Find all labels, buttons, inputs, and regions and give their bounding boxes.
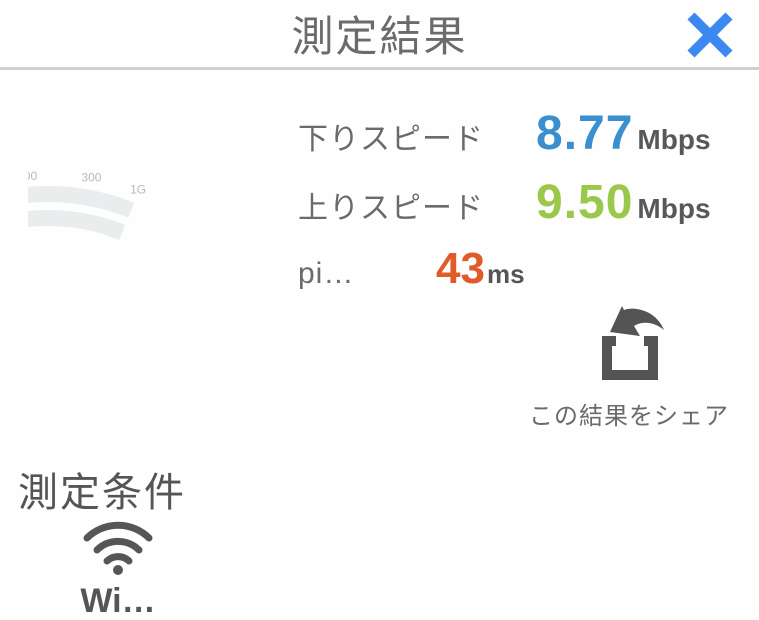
page-title: 測定結果 — [291, 3, 467, 64]
share-label[interactable]: この結果をシェア — [514, 396, 744, 431]
ping-row: pi… 43 ms — [298, 244, 756, 294]
speed-gauge: 05102030501003001G — [28, 100, 284, 430]
share-icon — [584, 300, 674, 390]
download-label: 下りスピード — [298, 114, 506, 158]
download-row: 下りスピード 8.77 Mbps — [298, 106, 756, 161]
upload-unit: Mbps — [637, 193, 710, 225]
metrics-panel: 下りスピード 8.77 Mbps 上りスピード 9.50 Mbps pi… 43… — [298, 106, 756, 308]
wifi-icon — [83, 520, 153, 576]
share-block: この結果をシェア — [514, 300, 744, 431]
svg-text:300: 300 — [81, 170, 101, 184]
upload-label: 上りスピード — [298, 183, 506, 227]
upload-row: 上りスピード 9.50 Mbps — [298, 175, 756, 230]
close-icon — [683, 8, 737, 62]
svg-text:100: 100 — [28, 169, 37, 183]
conditions-title: 測定条件 — [18, 460, 186, 518]
svg-text:1G: 1G — [130, 183, 146, 197]
ping-label: pi… — [298, 257, 398, 291]
connection-block: Wi… — [48, 520, 188, 620]
download-unit: Mbps — [637, 124, 710, 156]
upload-value: 9.50 — [536, 175, 633, 230]
ping-value: 43 — [436, 244, 485, 294]
share-button[interactable] — [584, 300, 674, 390]
header: 測定結果 — [0, 0, 759, 70]
close-button[interactable] — [683, 8, 737, 62]
download-value: 8.77 — [536, 106, 633, 161]
main-body: 05102030501003001G 下りスピード 8.77 Mbps 上りスピ… — [0, 70, 759, 617]
ping-unit: ms — [487, 259, 525, 290]
connection-label: Wi… — [48, 582, 188, 620]
